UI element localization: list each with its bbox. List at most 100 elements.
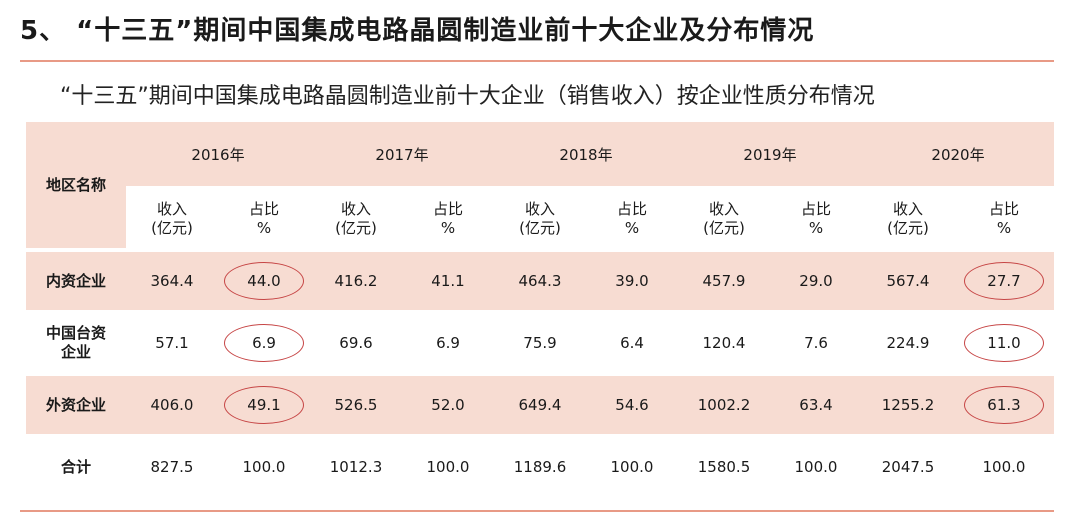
cell-value: 567.4 [886, 272, 930, 290]
cell-value: 1012.3 [329, 458, 383, 476]
share-cell: 6.4 [586, 312, 678, 376]
share-cell: 54.6 [586, 374, 678, 438]
row-label-line: 内资企业 [45, 271, 106, 290]
revenue-cell: 1002.2 [678, 374, 770, 438]
cell-value: 100.0 [242, 458, 286, 476]
share-header: 占比% [586, 188, 678, 252]
revenue-cell: 457.9 [678, 250, 770, 314]
header-line: 占比 [616, 200, 647, 218]
revenue-cell: 1255.2 [862, 374, 954, 438]
revenue-header: 收入 (亿元) [862, 188, 954, 252]
distribution-table: 地区名称 2016年 2017年 2018年 2019年 2020年 收入 (亿元… [26, 122, 1054, 500]
table-row: 外资企业 406.0 49.1 526.5 52.0 649.4 54.6 1002.2 63.… [26, 374, 1054, 438]
revenue-header: 收入 (亿元) [494, 188, 586, 252]
cell-value: 69.6 [339, 334, 373, 352]
revenue-cell: 2047.5 [862, 436, 954, 500]
share-cell: 7.6 [770, 312, 862, 376]
share-cell: 41.1 [402, 250, 494, 314]
cell-value: 1255.2 [881, 396, 935, 414]
header-line: 收入 [524, 200, 555, 218]
header-line: (亿元) [887, 219, 929, 237]
share-cell: 100.0 [218, 436, 310, 500]
row-label-line: 外资企业 [45, 395, 106, 414]
revenue-cell: 416.2 [310, 250, 402, 314]
cell-value: 406.0 [150, 396, 194, 414]
revenue-cell: 1189.6 [494, 436, 586, 500]
cell-value: 7.6 [804, 334, 828, 352]
share-cell: 27.7 [954, 250, 1054, 314]
row-label: 内资企业 [26, 250, 126, 314]
cell-value: 41.1 [431, 272, 465, 290]
cell-value: 39.0 [615, 272, 649, 290]
cell-value: 364.4 [150, 272, 194, 290]
year-header: 2017年 [310, 122, 494, 190]
revenue-cell: 526.5 [310, 374, 402, 438]
circled-value: 44.0 [224, 262, 304, 300]
revenue-cell: 567.4 [862, 250, 954, 314]
row-label-line: 企业 [60, 343, 91, 361]
row-label: 外资企业 [26, 374, 126, 438]
revenue-header: 收入 (亿元) [678, 188, 770, 252]
share-cell: 39.0 [586, 250, 678, 314]
table-row: 内资企业 364.4 44.0 416.2 41.1 464.3 39.0 457.9 29.0… [26, 250, 1054, 314]
revenue-cell: 464.3 [494, 250, 586, 314]
revenue-header: 收入 (亿元) [310, 188, 402, 252]
cell-value: 54.6 [615, 396, 649, 414]
revenue-cell: 1580.5 [678, 436, 770, 500]
cell-value: 457.9 [702, 272, 746, 290]
divider-bottom [20, 510, 1054, 512]
share-cell: 100.0 [770, 436, 862, 500]
circled-value: 11.0 [964, 324, 1044, 362]
year-header: 2019年 [678, 122, 862, 190]
share-cell: 52.0 [402, 374, 494, 438]
header-line: % [808, 219, 824, 237]
cell-value: 464.3 [518, 272, 562, 290]
revenue-cell: 827.5 [126, 436, 218, 500]
circled-value: 49.1 [224, 386, 304, 424]
cell-value: 6.4 [620, 334, 644, 352]
revenue-cell: 120.4 [678, 312, 770, 376]
revenue-cell: 1012.3 [310, 436, 402, 500]
cell-value: 1189.6 [513, 458, 567, 476]
revenue-cell: 224.9 [862, 312, 954, 376]
cell-value: 1580.5 [697, 458, 751, 476]
year-header: 2018年 [494, 122, 678, 190]
cell-value: 100.0 [982, 458, 1026, 476]
region-header: 地区名称 [26, 122, 126, 252]
cell-value: 100.0 [610, 458, 654, 476]
share-header: 占比% [954, 188, 1054, 252]
share-cell: 100.0 [586, 436, 678, 500]
header-line: 收入 [156, 200, 187, 218]
table-row: 合计 827.5 100.0 1012.3 100.0 1189.6 100.0 1580.5… [26, 436, 1054, 500]
revenue-header: 收入 (亿元) [126, 188, 218, 252]
cell-value: 29.0 [799, 272, 833, 290]
cell-value: 1002.2 [697, 396, 751, 414]
cell-value: 120.4 [702, 334, 746, 352]
header-line: 占比 [248, 200, 279, 218]
share-header: 占比% [218, 188, 310, 252]
divider-top [20, 60, 1054, 62]
revenue-cell: 69.6 [310, 312, 402, 376]
share-cell: 49.1 [218, 374, 310, 438]
share-cell: 6.9 [402, 312, 494, 376]
row-label-line: 中国台资 [45, 324, 106, 342]
revenue-cell: 57.1 [126, 312, 218, 376]
header-line: % [996, 219, 1012, 237]
revenue-cell: 364.4 [126, 250, 218, 314]
cell-value: 649.4 [518, 396, 562, 414]
header-line: 收入 [708, 200, 739, 218]
sub-header-row: 收入 (亿元) 占比% 收入 (亿元) 占比% 收入 (亿元) 占比% 收入 (亿元) 占比% 收入 (亿… [26, 188, 1054, 252]
share-cell: 100.0 [954, 436, 1054, 500]
share-cell: 11.0 [954, 312, 1054, 376]
header-line: 占比 [988, 200, 1019, 218]
cell-value: 100.0 [426, 458, 470, 476]
cell-value: 63.4 [799, 396, 833, 414]
header-line: (亿元) [703, 219, 745, 237]
header-line: (亿元) [335, 219, 377, 237]
header-line: (亿元) [519, 219, 561, 237]
share-cell: 100.0 [402, 436, 494, 500]
header-line: 收入 [892, 200, 923, 218]
share-cell: 63.4 [770, 374, 862, 438]
revenue-cell: 649.4 [494, 374, 586, 438]
share-cell: 44.0 [218, 250, 310, 314]
